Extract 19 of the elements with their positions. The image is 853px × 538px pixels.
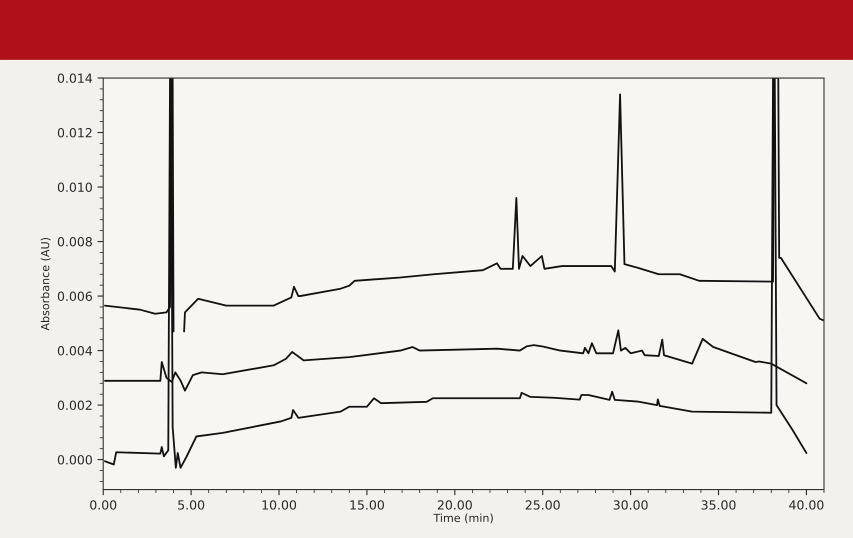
y-tick-label: 0.014 bbox=[58, 73, 92, 83]
x-tick-label: 35.00 bbox=[702, 500, 736, 510]
y-tick-label: 0.010 bbox=[58, 182, 92, 192]
y-tick-label: 0.004 bbox=[58, 346, 92, 356]
x-tick-label: 20.00 bbox=[438, 500, 472, 510]
x-axis-title: Time (min) bbox=[433, 513, 493, 524]
y-tick-label: 0.002 bbox=[58, 400, 92, 410]
x-tick-label: 0.00 bbox=[90, 500, 116, 510]
x-tick-label: 30.00 bbox=[614, 500, 648, 510]
x-tick-label: 40.00 bbox=[789, 500, 824, 510]
y-tick-label: 0.000 bbox=[58, 455, 92, 465]
x-tick-label: 25.00 bbox=[526, 500, 560, 510]
y-tick-label: 0.006 bbox=[58, 292, 92, 301]
y-tick-label: 0.012 bbox=[58, 128, 92, 138]
y-axis-title: Absorbance (AU) bbox=[40, 238, 51, 331]
y-tick-label: 0.008 bbox=[58, 237, 92, 246]
x-tick-label: 10.00 bbox=[262, 500, 296, 510]
x-tick-label: 15.00 bbox=[350, 500, 384, 510]
x-tick-label: 5.00 bbox=[178, 500, 204, 510]
